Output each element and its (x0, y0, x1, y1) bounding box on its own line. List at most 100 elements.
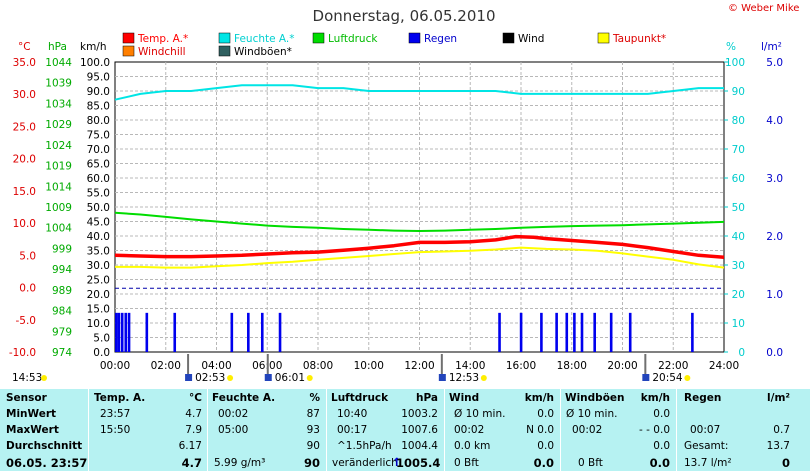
stats-row-label-min: MinWert (6, 408, 57, 420)
y-tick-label-pressure: 994 (52, 264, 72, 276)
legend-label-windchill: Windchill (138, 46, 186, 58)
stats-current-humidity: 90 (303, 456, 320, 470)
stats-avg-rain-label: Gesamt: (684, 440, 729, 452)
y-tick-label-pressure: 1024 (45, 140, 72, 152)
x-tick-label: 10:00 (354, 360, 384, 372)
stats-current-timestamp: 06.05. 23:57 (6, 456, 88, 470)
stats-min-temp: 4.7 (185, 408, 202, 420)
y-tick-label-humidity: 10 (732, 318, 745, 330)
legend-swatch-humidity (218, 32, 231, 44)
sun-marker-label: 20:54 (652, 372, 683, 384)
stats-min-pressure-time: 10:40 (337, 408, 368, 420)
y-tick-label-temp: 10.0 (13, 218, 36, 230)
x-tick-label: 22:00 (658, 360, 688, 372)
y-tick-label-speed: 100.0 (80, 57, 110, 69)
x-tick-label: 00:00 (100, 360, 130, 372)
stats-avg-wind: 0.0 (537, 440, 554, 452)
legend-swatch-gusts (218, 45, 231, 57)
y-tick-label-rain: 0.0 (766, 347, 783, 359)
stats-avg-gusts: 0.0 (653, 440, 670, 452)
stats-max-gusts-time: 00:02 (572, 424, 603, 436)
y-tick-label-temp: 35.0 (13, 57, 36, 69)
rain-bar (540, 312, 543, 352)
stats-current-gusts: 0.0 (649, 456, 670, 470)
x-tick-label: 02:00 (151, 360, 181, 372)
sun-icon (306, 375, 313, 381)
divider (207, 389, 208, 471)
sunrise-icon (642, 374, 650, 381)
x-tick-label: 08:00 (303, 360, 333, 372)
legend-swatch-wind (502, 32, 515, 44)
stats-max-wind-time: 00:02 (454, 424, 485, 436)
rain-bar (145, 312, 149, 352)
y-tick-label-temp: 5.0 (19, 250, 36, 262)
sun-icon (684, 375, 691, 381)
y-tick-label-humidity: 70 (732, 144, 745, 156)
stats-max-temp: 7.9 (185, 424, 202, 436)
y-tick-label-speed: 35.0 (87, 246, 110, 258)
rain-bar (115, 312, 118, 352)
stats-current-wind-bft: 0 Bft (454, 457, 479, 469)
stats-header-temp-unit: °C (189, 392, 202, 404)
stats-min-humidity-time: 00:02 (218, 408, 249, 420)
stats-max-temp-time: 15:50 (100, 424, 131, 436)
x-tick-label: 14:00 (455, 360, 485, 372)
y-tick-label-temp: 0.0 (19, 283, 36, 295)
sun-icon (41, 375, 47, 381)
y-tick-label-pressure: 1044 (45, 57, 72, 69)
y-tick-label-humidity: 80 (732, 115, 745, 127)
rain-bar (124, 312, 128, 352)
stats-min-temp-time: 23:57 (100, 408, 131, 420)
sun-marker-label: 14:53 (12, 372, 42, 384)
series-line (114, 234, 725, 260)
stats-header-sensor: Sensor (6, 392, 47, 404)
legend-swatch-dewpoint (597, 32, 610, 44)
y-tick-label-temp: 20.0 (13, 154, 36, 166)
axis-unit-temp: °C (18, 41, 31, 53)
legend-label-wind: Wind (518, 33, 544, 45)
y-tick-label-rain: 4.0 (766, 115, 783, 127)
y-tick-label-speed: 25.0 (87, 275, 110, 287)
y-tick-label-speed: 80.0 (87, 115, 110, 127)
y-tick-label-pressure: 1034 (45, 98, 72, 110)
stats-avg-humidity: 90 (306, 440, 320, 452)
stats-min-pressure: 1003.2 (401, 408, 438, 420)
rain-bar (498, 312, 501, 352)
legend-label-humidity: Feuchte A.* (234, 33, 295, 45)
legend-label-temp: Temp. A.* (137, 33, 188, 45)
series-lines (114, 84, 725, 269)
stats-row-label-avg: Durchschnitt (6, 440, 83, 452)
y-tick-label-speed: 85.0 (87, 101, 110, 113)
y-tick-label-humidity: 50 (732, 202, 745, 214)
chart-title: Donnerstag, 06.05.2010 (313, 7, 496, 25)
stats-header-pressure-unit: hPa (416, 392, 438, 404)
stats-header-gusts: Windböen (565, 392, 625, 404)
y-tick-label-speed: 95.0 (87, 72, 110, 84)
y-tick-label-temp: 15.0 (13, 186, 36, 198)
legend-swatch-temp (122, 32, 135, 44)
y-tick-label-pressure: 1019 (45, 161, 72, 173)
axis-unit-pressure: hPa (48, 41, 67, 53)
y-tick-label-rain: 1.0 (766, 289, 783, 301)
stats-header-pressure: Luftdruck (331, 392, 389, 404)
stats-current-gusts-bft: 0 Bft (578, 457, 603, 469)
axis-unit-humidity: % (726, 41, 736, 53)
y-tick-label-speed: 90.0 (87, 86, 110, 98)
divider (326, 389, 327, 471)
stats-avg-rain: 13.7 (766, 440, 790, 452)
rain-bar (609, 312, 613, 352)
stats-header-gusts-unit: km/h (640, 392, 670, 404)
y-tick-label-pressure: 984 (52, 306, 72, 318)
rain-bar (127, 312, 131, 352)
y-tick-label-pressure: 1014 (45, 181, 72, 193)
y-tick-label-pressure: 979 (52, 326, 72, 338)
y-tick-label-humidity: 0 (738, 347, 745, 359)
stats-header-rain: Regen (684, 392, 722, 404)
y-tick-label-speed: 15.0 (87, 304, 110, 316)
stats-min-gusts: 0.0 (653, 408, 670, 420)
stats-max-rain-time: 00:07 (690, 424, 721, 436)
stats-max-humidity-time: 05:00 (218, 424, 249, 436)
rain-bar (580, 312, 584, 352)
sun-markers: 14:53 02:53 06:01 12:53 20:54 (12, 354, 691, 384)
rain-bar (117, 312, 121, 352)
